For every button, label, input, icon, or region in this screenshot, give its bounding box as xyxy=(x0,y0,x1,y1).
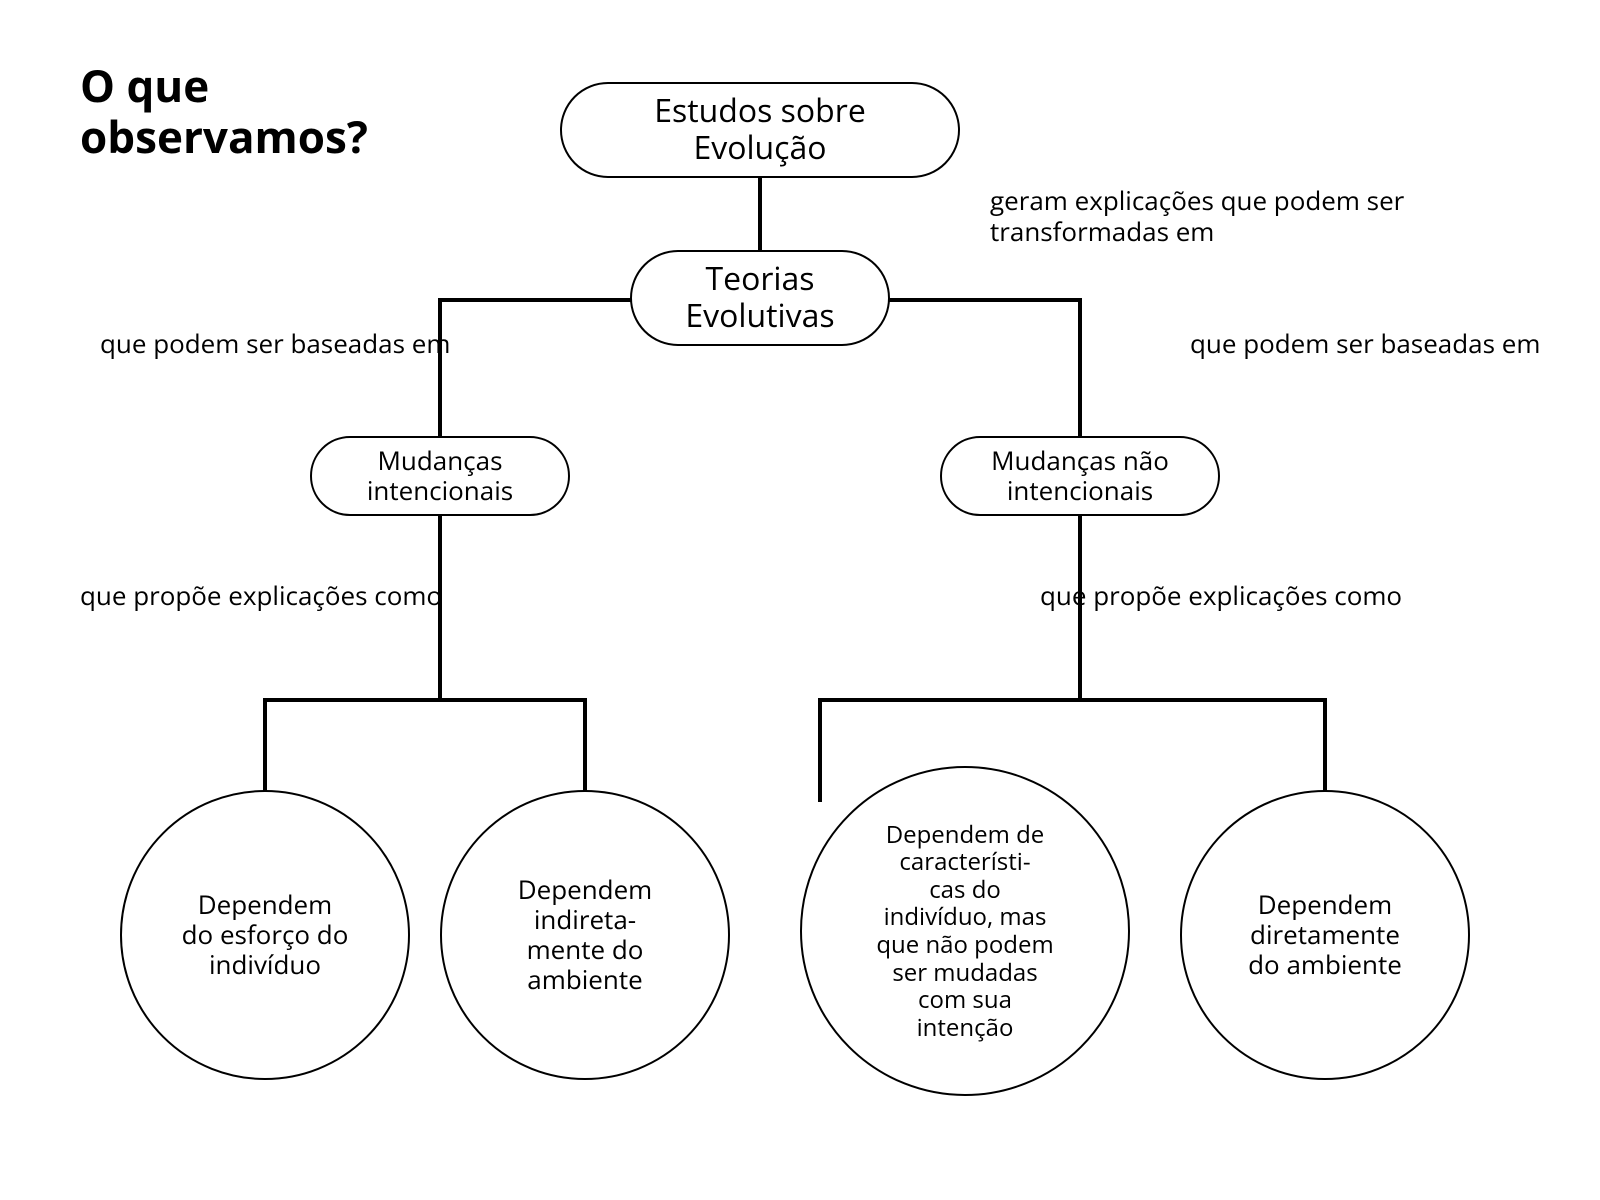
edge-label-baseadas-em-direita: que podem ser baseadas em xyxy=(1190,328,1540,359)
node-teorias-evolutivas: Teorias Evolutivas xyxy=(630,250,890,346)
edge-label-propoe-explicacoes-esquerda: que propõe explicações como xyxy=(80,580,442,611)
node-estudos-sobre-evolucao: Estudos sobre Evolução xyxy=(560,82,960,178)
node-dependem-diretamente-ambiente: Dependem diretamente do ambiente xyxy=(1180,790,1470,1080)
node-mudancas-nao-intencionais: Mudanças não intencionais xyxy=(940,436,1220,516)
edge-label-propoe-explicacoes-direita: que propõe explicações como xyxy=(1040,580,1402,611)
node-dependem-caracteristicas-individuo: Dependem de característi- cas do indivíd… xyxy=(800,766,1130,1096)
concept-map: { "type": "flowchart", "canvas": { "widt… xyxy=(0,0,1600,1200)
node-dependem-esforco-individuo: Dependem do esforço do indivíduo xyxy=(120,790,410,1080)
node-dependem-indiretamente-ambiente: Dependem indireta- mente do ambiente xyxy=(440,790,730,1080)
diagram-title: O que observamos? xyxy=(80,60,368,161)
edge-label-baseadas-em-esquerda: que podem ser baseadas em xyxy=(100,328,450,359)
node-mudancas-intencionais: Mudanças intencionais xyxy=(310,436,570,516)
edge-label-geram-explicacoes: geram explicações que podem ser transfor… xyxy=(990,185,1404,247)
